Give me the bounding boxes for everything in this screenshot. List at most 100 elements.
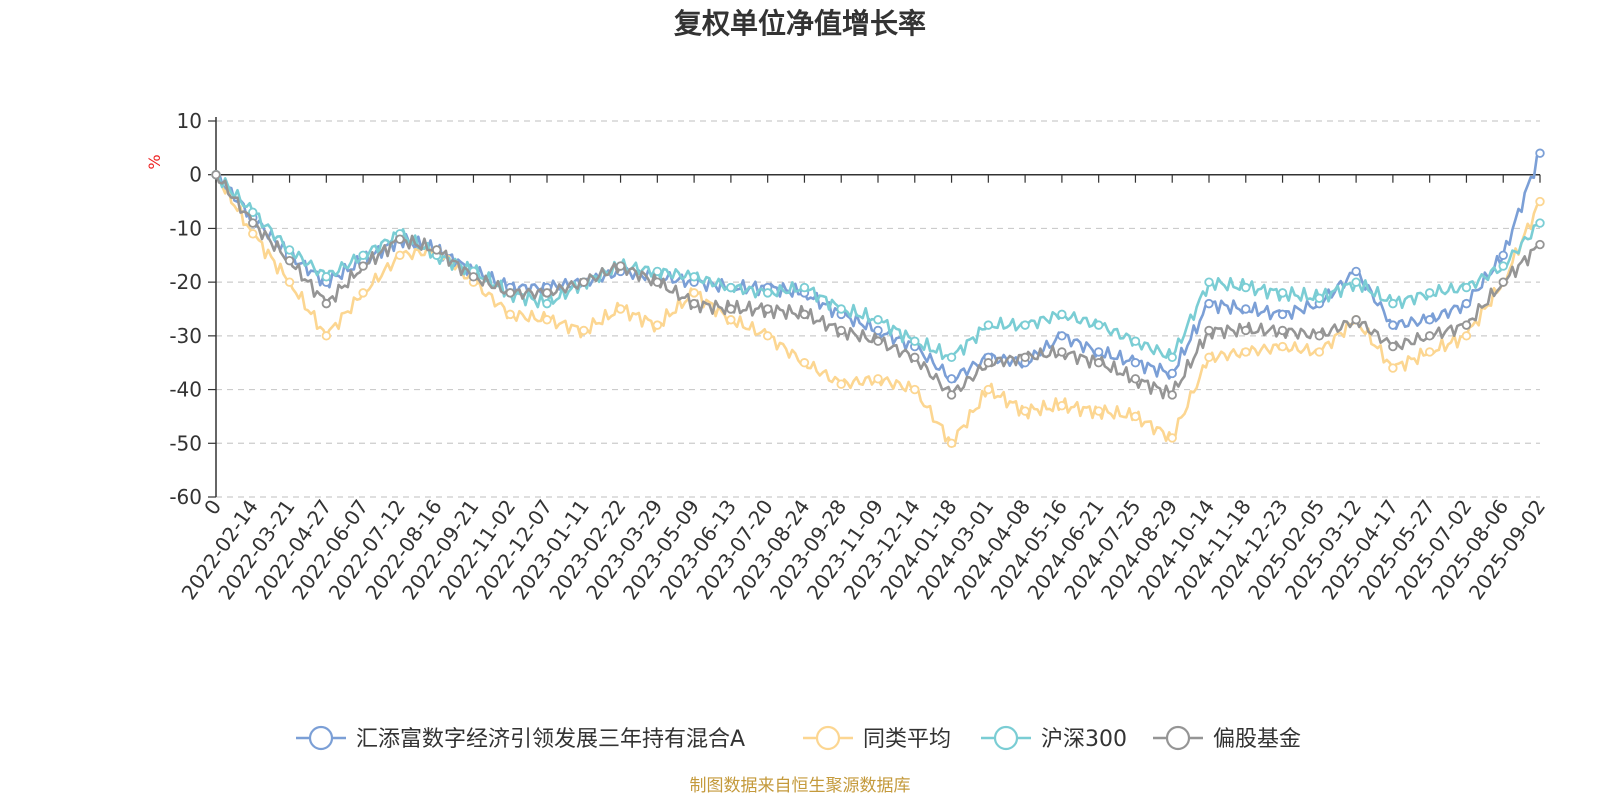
data-point [1424,347,1435,357]
data-point [1204,352,1214,363]
data-point [873,315,883,325]
data-point [542,298,552,309]
data-point [1314,331,1325,341]
data-point [1130,374,1141,384]
data-point [1241,347,1251,357]
series-lines [211,148,1545,448]
data-point [983,384,994,395]
data-point [1204,298,1214,309]
data-point [946,352,957,363]
data-point [1167,368,1177,379]
data-point [505,288,515,298]
legend-marker [1165,725,1191,751]
data-source-note: 制图数据来自恒生聚源数据库 [690,776,911,796]
data-point [431,245,442,255]
data-point [211,170,221,180]
data-point [1498,250,1508,260]
data-point [321,331,332,341]
data-point [358,288,368,298]
data-point [689,288,699,298]
data-point [1020,352,1030,363]
legend-item[interactable]: 同类平均 [803,725,951,752]
data-point [652,320,663,330]
data-point [1498,277,1508,287]
grid [216,120,1540,498]
data-point [1020,406,1030,416]
data-point [1057,309,1067,320]
data-point [762,304,773,314]
legend-item[interactable]: 偏股基金 [1153,725,1301,752]
data-point [1093,406,1104,416]
data-point [1388,320,1398,330]
series-line [214,174,1542,447]
legend-item[interactable]: 汇添富数字经济引领发展三年持有混合A [296,725,745,752]
data-point [1241,304,1251,314]
data-point [1535,239,1545,250]
y-tick-label: 0 [189,163,202,187]
y-tick-label: -30 [169,324,202,348]
data-point [946,390,957,400]
data-point [726,282,736,293]
data-point [579,325,589,336]
data-point [1130,358,1141,368]
data-point [248,207,258,218]
data-point [1388,298,1398,309]
data-point [1167,390,1177,400]
data-point [579,277,589,287]
x-tick-label: 0 [199,495,226,519]
data-point [358,261,368,271]
data-point [1057,331,1067,341]
data-point [1461,298,1472,309]
data-point [873,336,883,346]
series-3 [211,170,1545,400]
data-point [910,336,920,346]
data-point [1424,331,1435,341]
y-tick-label: -50 [169,431,202,455]
data-point [1167,433,1177,443]
data-point [873,325,883,336]
data-point [321,298,332,309]
data-point [284,245,295,255]
legend-label: 偏股基金 [1213,727,1301,752]
data-point [762,331,773,341]
data-point [652,277,663,287]
chart-title: 复权单位净值增长率 [674,7,926,40]
data-point [321,272,332,282]
data-point [799,282,810,293]
data-point [946,374,957,384]
data-point [248,229,258,239]
data-point [1277,309,1288,320]
data-point [946,438,957,448]
legend-marker [993,725,1019,751]
data-point [910,384,920,395]
data-point [762,288,773,298]
legend-marker [815,725,841,751]
data-point [1461,282,1472,293]
data-point [1130,336,1141,346]
data-point [1093,358,1104,368]
y-tick-label: 10 [177,109,202,133]
data-point [1314,347,1325,357]
data-point [726,315,736,325]
y-tick-label: -60 [169,485,202,509]
legend-item[interactable]: 沪深300 [981,725,1127,752]
legend[interactable]: 汇添富数字经济引领发展三年持有混合A 同类平均 沪深300 偏股基金 [296,725,1301,752]
data-point [505,309,515,320]
data-point [1020,320,1030,330]
data-point [1314,293,1325,303]
data-point [1461,320,1472,330]
data-point [1130,411,1141,422]
data-point [873,374,883,384]
data-point [1351,315,1361,325]
data-point [1424,315,1435,325]
data-point [358,250,368,260]
data-point [468,272,479,282]
series-line [214,174,1541,400]
data-point [983,358,994,368]
data-point [799,358,810,368]
data-point [1204,277,1214,287]
data-point [1424,288,1435,298]
data-point [1277,341,1288,352]
data-point [726,304,736,314]
